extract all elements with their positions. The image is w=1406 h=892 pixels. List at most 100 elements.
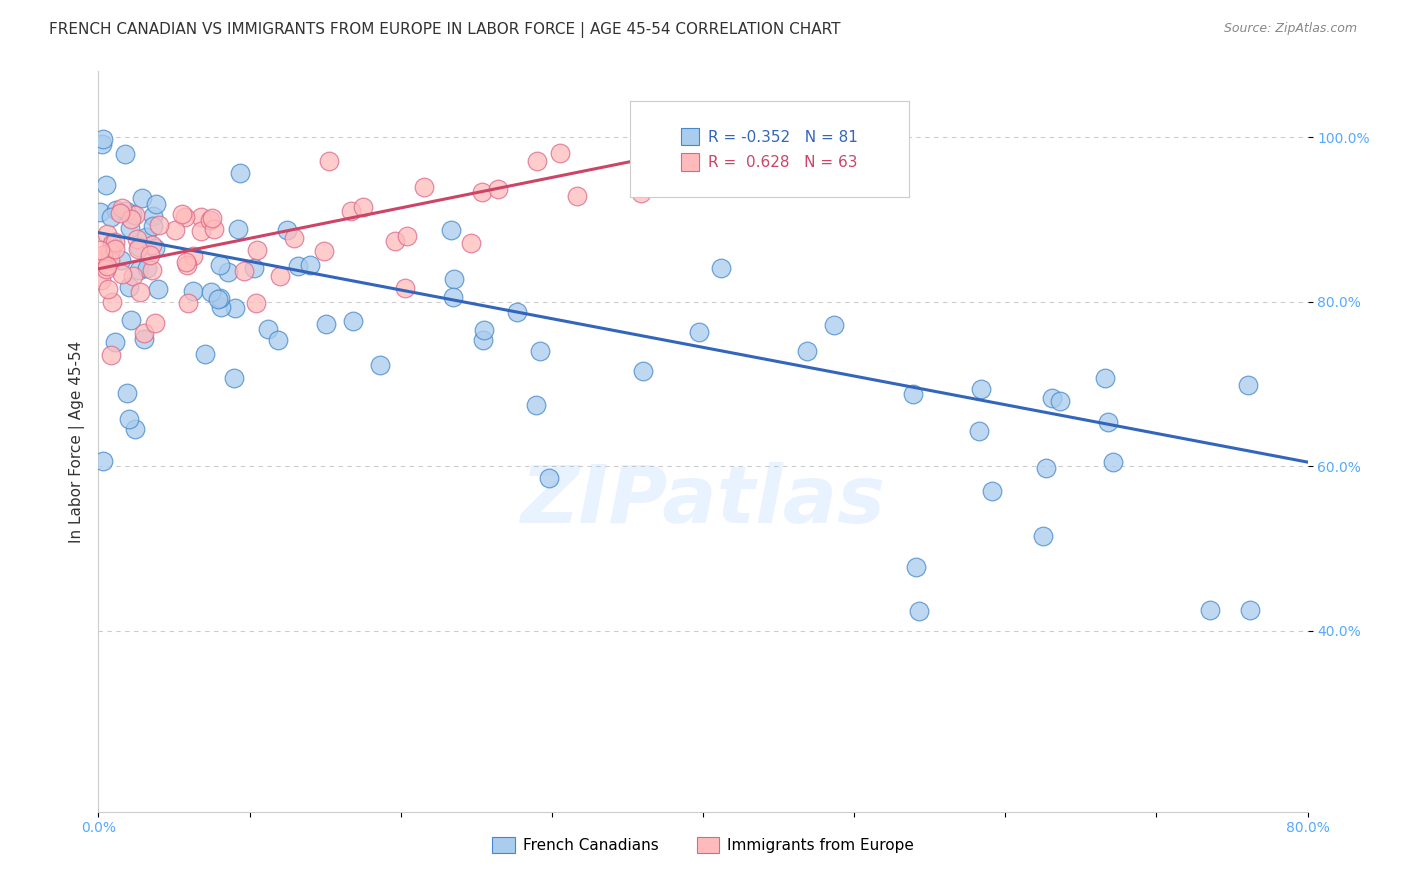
Point (190, 224, 212, 238)
Point (283, 230, 305, 244)
Point (132, 332, 155, 346)
Point (124, 422, 146, 436)
Point (143, 316, 166, 330)
Point (104, 242, 127, 256)
Point (384, 234, 406, 248)
Point (565, 189, 588, 203)
Point (443, 272, 465, 286)
Point (128, 263, 150, 277)
Point (190, 210, 212, 224)
Point (201, 211, 224, 226)
Point (91, 453, 114, 467)
Point (200, 285, 222, 299)
Point (287, 259, 309, 273)
Point (96, 227, 118, 241)
Point (217, 265, 239, 279)
Point (550, 145, 572, 160)
Point (177, 296, 200, 310)
Point (90, 252, 112, 267)
Point (209, 300, 232, 314)
Point (114, 204, 136, 219)
Point (104, 334, 127, 349)
Point (526, 154, 548, 169)
Point (472, 323, 495, 337)
Point (131, 191, 153, 205)
Point (202, 222, 225, 236)
Point (710, 260, 733, 275)
Point (174, 210, 197, 224)
Point (633, 364, 655, 378)
Point (129, 285, 152, 299)
Point (472, 333, 495, 347)
Point (232, 264, 254, 278)
Point (139, 248, 162, 262)
Point (1035, 460, 1057, 475)
Point (1236, 378, 1258, 392)
Point (342, 314, 364, 328)
Point (901, 387, 924, 401)
Point (471, 186, 494, 200)
Point (98, 244, 121, 259)
Point (124, 208, 146, 222)
Point (413, 179, 436, 194)
Point (267, 334, 290, 348)
Point (100, 252, 122, 267)
Point (146, 282, 169, 296)
Point (135, 230, 157, 244)
Point (1040, 391, 1063, 405)
Point (315, 317, 337, 331)
Point (524, 398, 547, 412)
Point (142, 210, 165, 224)
Point (529, 344, 551, 359)
Point (110, 201, 132, 215)
Point (269, 269, 291, 284)
Point (439, 223, 461, 237)
Point (111, 268, 134, 282)
Point (89, 244, 111, 258)
Point (208, 258, 231, 272)
Point (93, 247, 115, 261)
Point (245, 244, 267, 258)
Point (122, 269, 145, 284)
Point (114, 146, 136, 161)
Point (101, 294, 124, 309)
Point (644, 153, 666, 168)
Point (905, 560, 928, 574)
Point (688, 325, 710, 339)
Point (1094, 371, 1116, 385)
Point (94, 262, 117, 277)
Point (176, 255, 198, 269)
Point (145, 196, 167, 211)
Point (460, 236, 482, 251)
Point (128, 240, 150, 254)
Point (118, 412, 141, 426)
Point (1239, 603, 1261, 617)
Point (91, 137, 114, 152)
Point (194, 347, 217, 361)
Point (396, 228, 419, 243)
Point (172, 207, 194, 221)
Point (970, 382, 993, 396)
Point (141, 263, 163, 277)
Point (243, 260, 266, 275)
Point (136, 261, 159, 276)
Point (181, 248, 204, 262)
Point (89, 205, 111, 219)
Point (1049, 393, 1071, 408)
Point (121, 206, 143, 220)
Point (318, 153, 340, 168)
Point (100, 210, 122, 224)
Point (143, 241, 166, 255)
Point (104, 202, 127, 217)
Y-axis label: In Labor Force | Age 45-54: In Labor Force | Age 45-54 (69, 341, 84, 542)
Point (120, 220, 142, 235)
Point (108, 206, 131, 220)
Point (908, 604, 931, 618)
Point (229, 166, 252, 180)
Point (226, 222, 249, 236)
Point (91, 131, 114, 145)
Point (165, 223, 187, 237)
Point (823, 318, 845, 333)
Point (101, 237, 124, 252)
Point (298, 258, 321, 272)
